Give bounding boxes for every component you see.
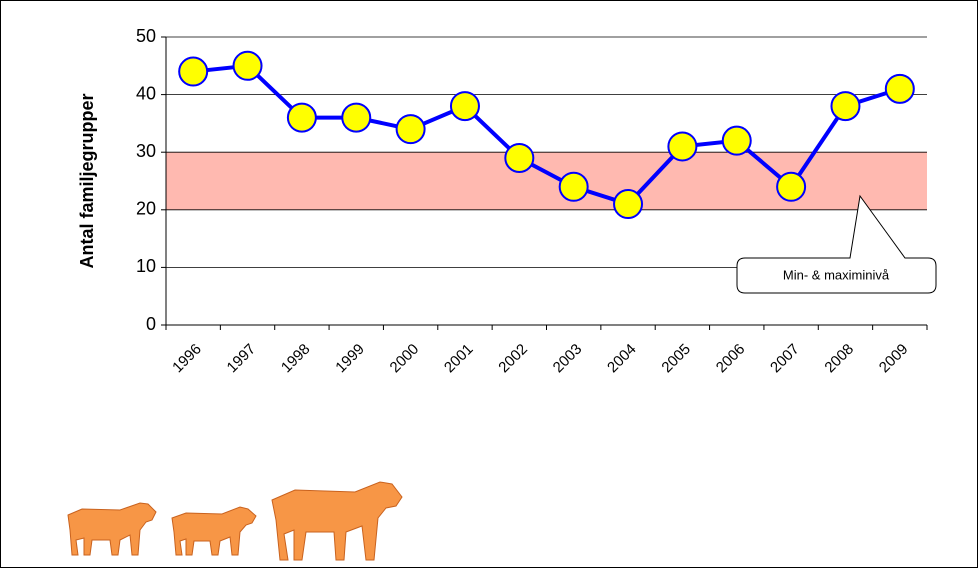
y-tick-label: 40 — [136, 83, 156, 103]
dog-icon — [271, 481, 403, 561]
y-tick-label: 20 — [136, 199, 156, 219]
callout: Min- & maximinivå — [736, 194, 937, 294]
marker — [449, 91, 480, 122]
callout-box — [736, 194, 937, 294]
marker — [178, 56, 209, 87]
marker — [558, 171, 589, 202]
marker — [721, 125, 752, 156]
marker — [504, 142, 535, 173]
marker — [776, 171, 807, 202]
dog-icon — [67, 502, 157, 556]
dog-icons — [67, 481, 403, 561]
marker — [395, 114, 426, 145]
marker — [341, 102, 372, 133]
y-tick-label: 30 — [136, 141, 156, 161]
y-tick-label: 10 — [136, 256, 156, 276]
marker — [286, 102, 317, 133]
y-tick-label: 0 — [146, 314, 156, 334]
y-axis-label: Antal familjegrupper — [77, 93, 97, 268]
marker — [884, 73, 915, 104]
dog-icon — [171, 506, 257, 556]
marker — [667, 131, 698, 162]
marker — [232, 50, 263, 81]
marker — [830, 91, 861, 122]
annotation: Min- & maximinivå — [783, 267, 890, 282]
min-max-band — [166, 152, 927, 210]
marker — [613, 189, 644, 220]
y-tick-label: 50 — [136, 26, 156, 46]
